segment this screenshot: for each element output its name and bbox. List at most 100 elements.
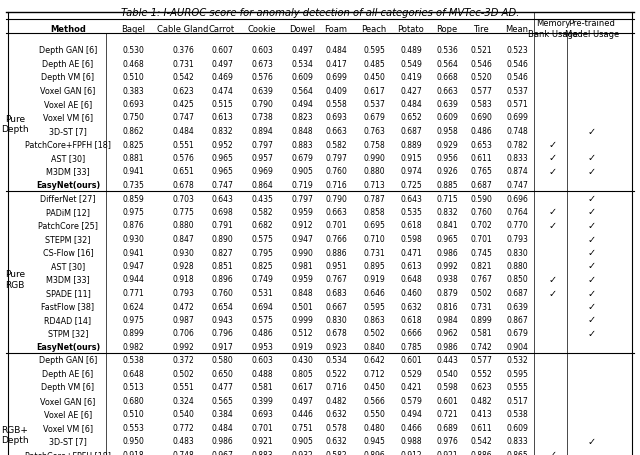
Text: 0.830: 0.830 <box>506 248 528 257</box>
Text: 0.617: 0.617 <box>363 86 385 95</box>
Text: 0.497: 0.497 <box>291 46 313 55</box>
Text: Cookie: Cookie <box>248 25 276 33</box>
Text: 0.747: 0.747 <box>172 113 194 122</box>
Text: 0.566: 0.566 <box>363 396 385 405</box>
Text: 0.666: 0.666 <box>400 329 422 338</box>
Text: 0.832: 0.832 <box>211 127 233 136</box>
Text: 0.766: 0.766 <box>325 234 347 243</box>
Text: 0.565: 0.565 <box>211 396 233 405</box>
Text: CS-Flow [16]: CS-Flow [16] <box>43 248 93 257</box>
Text: 0.706: 0.706 <box>172 329 194 338</box>
Text: 0.974: 0.974 <box>400 167 422 176</box>
Text: 0.618: 0.618 <box>400 221 422 230</box>
Text: 0.632: 0.632 <box>325 410 347 419</box>
Text: 0.967: 0.967 <box>211 450 233 455</box>
Text: 0.912: 0.912 <box>291 221 313 230</box>
Text: 3D-ST [7]: 3D-ST [7] <box>49 127 87 136</box>
Text: 0.609: 0.609 <box>436 113 458 122</box>
Text: 0.549: 0.549 <box>400 59 422 68</box>
Text: ✓: ✓ <box>588 436 596 446</box>
Text: 0.918: 0.918 <box>172 275 194 284</box>
Text: Depth GAN [6]: Depth GAN [6] <box>39 46 97 55</box>
Text: 0.760: 0.760 <box>325 167 347 176</box>
Text: Depth AE [6]: Depth AE [6] <box>42 59 93 68</box>
Text: 0.494: 0.494 <box>400 410 422 419</box>
Text: 0.520: 0.520 <box>470 73 492 82</box>
Text: 0.928: 0.928 <box>172 262 194 270</box>
Text: Pure
RGB: Pure RGB <box>5 270 25 289</box>
Text: 0.782: 0.782 <box>506 140 528 149</box>
Text: 0.579: 0.579 <box>400 396 422 405</box>
Text: ✓: ✓ <box>549 153 557 163</box>
Text: 0.529: 0.529 <box>400 369 422 378</box>
Text: 0.501: 0.501 <box>291 302 313 311</box>
Text: 0.833: 0.833 <box>506 154 528 162</box>
Text: 0.578: 0.578 <box>325 423 347 432</box>
Text: Voxel GAN [6]: Voxel GAN [6] <box>40 396 96 405</box>
Text: 0.603: 0.603 <box>251 46 273 55</box>
Text: 0.663: 0.663 <box>325 127 347 136</box>
Text: 0.632: 0.632 <box>400 302 422 311</box>
Text: 0.742: 0.742 <box>470 342 492 351</box>
Text: 0.446: 0.446 <box>291 410 313 419</box>
Text: 0.435: 0.435 <box>251 194 273 203</box>
Text: 0.731: 0.731 <box>470 302 492 311</box>
Text: 0.765: 0.765 <box>470 167 492 176</box>
Text: 0.701: 0.701 <box>470 234 492 243</box>
Text: 0.760: 0.760 <box>211 288 233 298</box>
Text: 0.497: 0.497 <box>291 396 313 405</box>
Text: Table 1: I-AUROC score for anomaly detection of all categories of MVTec-3D AD.: Table 1: I-AUROC score for anomaly detec… <box>121 8 519 18</box>
Text: 0.580: 0.580 <box>211 356 233 365</box>
Text: 0.760: 0.760 <box>470 207 492 217</box>
Text: 0.848: 0.848 <box>291 127 313 136</box>
Text: 0.763: 0.763 <box>363 127 385 136</box>
Text: 0.485: 0.485 <box>363 59 385 68</box>
Text: 0.767: 0.767 <box>325 275 347 284</box>
Text: ✓: ✓ <box>588 288 596 298</box>
Text: 0.538: 0.538 <box>122 356 144 365</box>
Text: 0.880: 0.880 <box>363 167 385 176</box>
Text: 0.787: 0.787 <box>363 194 385 203</box>
Text: 0.538: 0.538 <box>506 410 528 419</box>
Text: Memory
Bank Usage: Memory Bank Usage <box>528 19 578 39</box>
Text: 0.372: 0.372 <box>172 356 194 365</box>
Text: 0.582: 0.582 <box>251 207 273 217</box>
Text: 0.663: 0.663 <box>325 207 347 217</box>
Text: 0.502: 0.502 <box>470 288 492 298</box>
Text: 0.952: 0.952 <box>211 140 233 149</box>
Text: 0.623: 0.623 <box>470 383 492 392</box>
Text: 0.895: 0.895 <box>363 262 385 270</box>
Text: 0.944: 0.944 <box>122 275 144 284</box>
Text: 0.713: 0.713 <box>363 181 385 190</box>
Text: 0.575: 0.575 <box>251 315 273 324</box>
Text: ✓: ✓ <box>588 153 596 163</box>
Text: 0.748: 0.748 <box>172 450 194 455</box>
Text: 0.747: 0.747 <box>211 181 233 190</box>
Text: 0.551: 0.551 <box>172 383 194 392</box>
Text: 0.693: 0.693 <box>325 113 347 122</box>
Text: 0.790: 0.790 <box>325 194 347 203</box>
Text: Tire: Tire <box>473 25 489 33</box>
Text: 0.848: 0.848 <box>291 288 313 298</box>
Text: 0.546: 0.546 <box>470 59 492 68</box>
Text: AST [30]: AST [30] <box>51 262 85 270</box>
Text: ✓: ✓ <box>588 126 596 136</box>
Text: ✓: ✓ <box>588 221 596 231</box>
Text: 0.639: 0.639 <box>436 100 458 109</box>
Text: 0.678: 0.678 <box>325 329 347 338</box>
Text: 0.536: 0.536 <box>436 46 458 55</box>
Text: 0.474: 0.474 <box>211 86 233 95</box>
Text: 0.690: 0.690 <box>470 113 492 122</box>
Text: 0.581: 0.581 <box>470 329 492 338</box>
Text: 0.535: 0.535 <box>400 207 422 217</box>
Text: Depth AE [6]: Depth AE [6] <box>42 369 93 378</box>
Text: PatchCore [25]: PatchCore [25] <box>38 221 98 230</box>
Text: 0.710: 0.710 <box>363 234 385 243</box>
Text: 0.770: 0.770 <box>506 221 528 230</box>
Text: 0.699: 0.699 <box>506 113 528 122</box>
Text: 0.663: 0.663 <box>436 86 458 95</box>
Text: 0.988: 0.988 <box>400 436 422 445</box>
Text: 0.823: 0.823 <box>291 113 313 122</box>
Text: Depth GAN [6]: Depth GAN [6] <box>39 356 97 365</box>
Text: 0.932: 0.932 <box>291 450 313 455</box>
